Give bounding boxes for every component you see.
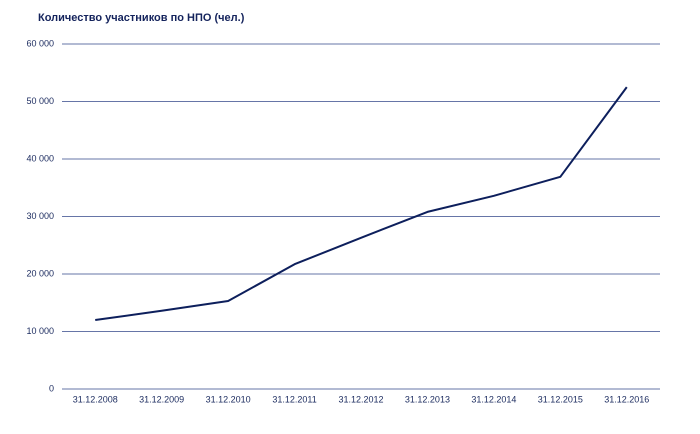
y-tick-label: 30 000 [26,211,54,221]
y-tick-label: 0 [49,383,54,393]
y-tick-label: 20 000 [26,268,54,278]
x-tick-label: 31.12.2014 [471,394,516,404]
y-tick-label: 40 000 [26,153,54,163]
x-tick-label: 31.12.2016 [604,394,649,404]
data-line [95,86,628,321]
x-tick-label: 31.12.2010 [206,394,251,404]
x-tick-label: 31.12.2008 [73,394,118,404]
y-tick-label: 10 000 [26,326,54,336]
x-tick-label: 31.12.2009 [139,394,184,404]
y-tick-label: 50 000 [26,96,54,106]
y-tick-label: 60 000 [26,38,54,48]
x-tick-label: 31.12.2012 [338,394,383,404]
x-tick-label: 31.12.2013 [405,394,450,404]
chart-title: Количество участников по НПО (чел.) [38,12,245,24]
x-tick-label: 31.12.2015 [538,394,583,404]
x-tick-label: 31.12.2011 [272,394,316,404]
